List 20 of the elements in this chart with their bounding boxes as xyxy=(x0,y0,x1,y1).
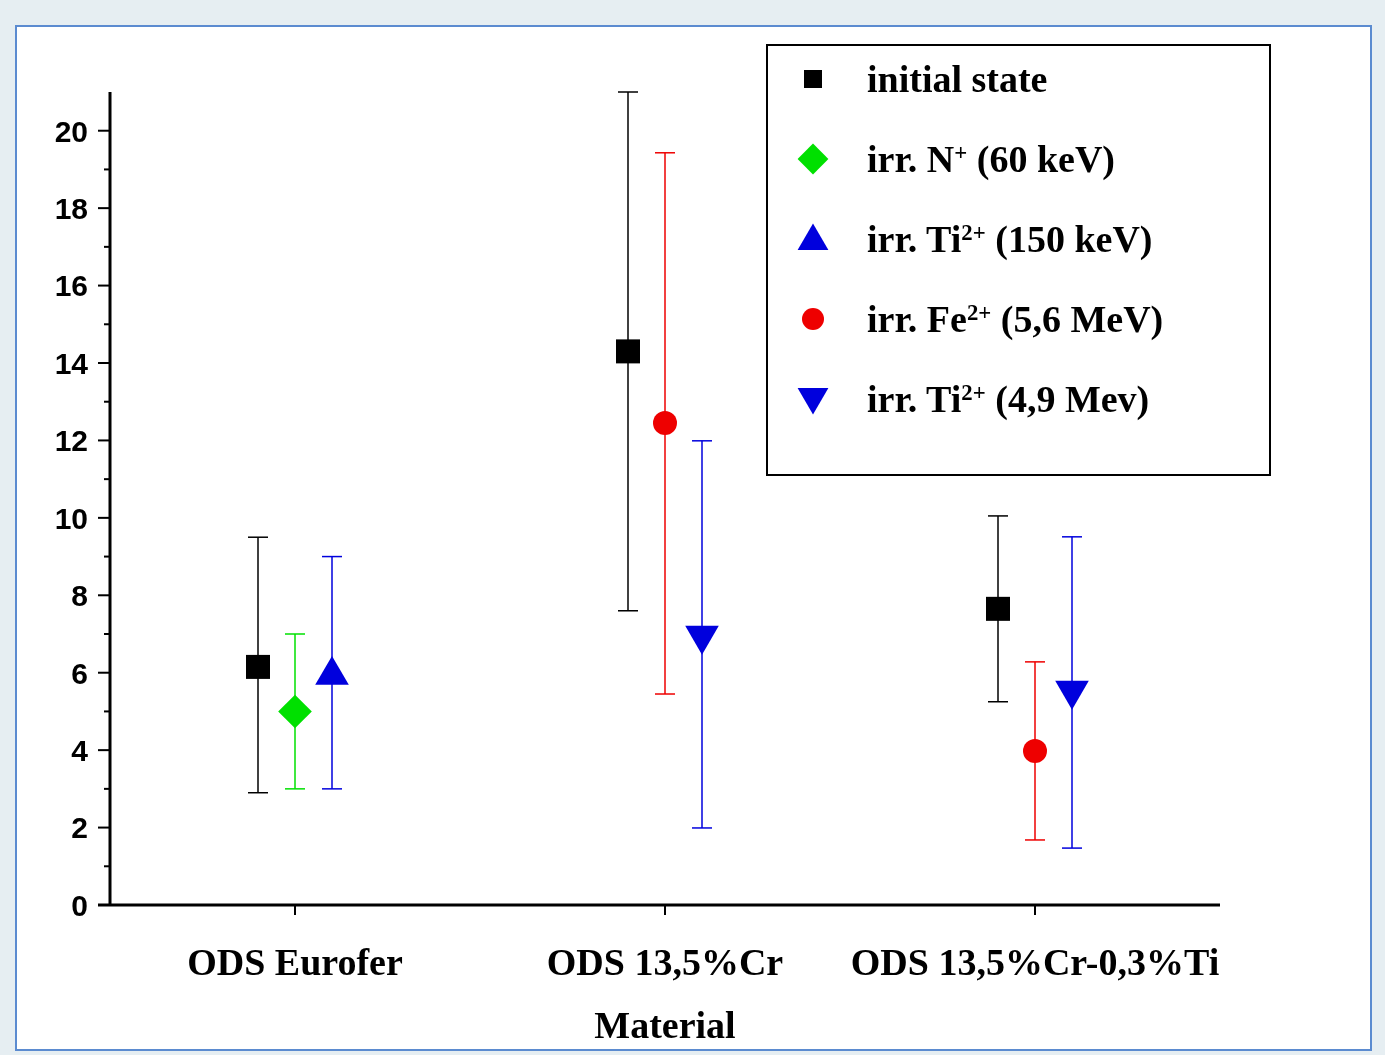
legend-label: irr. Fe$^{2+}$ (5,6 MeV) xyxy=(867,298,1164,342)
y-tick-label: 14 xyxy=(54,346,89,380)
x-tick-label: ODS 13,5%Cr-0,3%Ti xyxy=(850,941,1220,983)
legend-label: irr. N$^{+}$ (60 keV) xyxy=(867,138,1116,182)
y-tick-label: 10 xyxy=(54,501,88,535)
y-tick-label: 8 xyxy=(71,579,88,613)
y-tick-label: 4 xyxy=(71,733,89,767)
x-tick-label: ODS 13,5%Cr xyxy=(546,941,784,983)
y-tick-label: 0 xyxy=(71,888,88,922)
legend-label: irr. Ti$^{2+}$ (4,9 Mev) xyxy=(867,378,1150,422)
y-tick-label: 20 xyxy=(54,114,88,148)
legend-label: irr. Ti$^{2+}$ (150 keV) xyxy=(867,218,1153,262)
legend-label: initial state xyxy=(867,58,1048,101)
y-tick-label: 2 xyxy=(71,811,88,845)
y-tick-label: 18 xyxy=(54,191,88,225)
y-tick-label: 16 xyxy=(54,269,88,303)
y-tick-label: 6 xyxy=(71,656,88,690)
x-tick-label: ODS Eurofer xyxy=(187,941,403,983)
x-axis-title: Material xyxy=(594,1004,736,1046)
y-tick-label: 12 xyxy=(54,424,88,458)
